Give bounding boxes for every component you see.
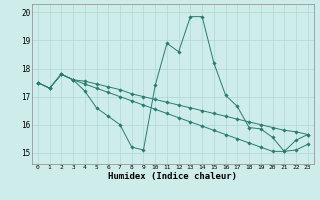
X-axis label: Humidex (Indice chaleur): Humidex (Indice chaleur): [108, 172, 237, 181]
